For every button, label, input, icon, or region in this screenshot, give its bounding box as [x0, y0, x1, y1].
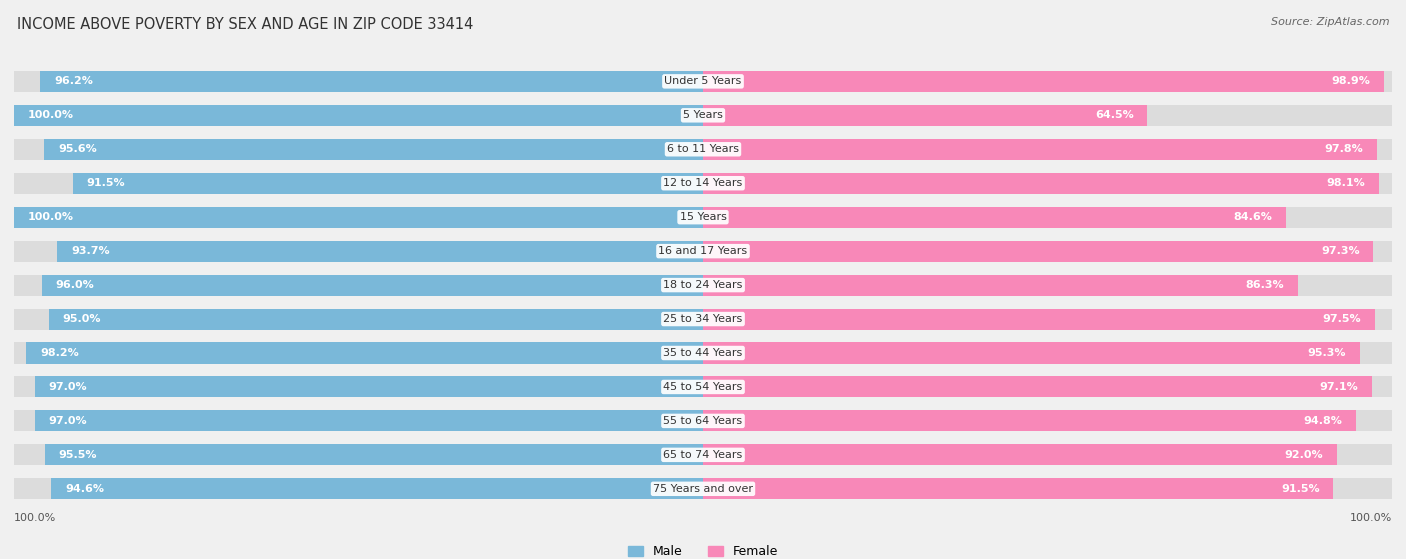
Bar: [703, 410, 1357, 432]
Bar: [14, 479, 703, 499]
Text: 5 Years: 5 Years: [683, 110, 723, 120]
Bar: [14, 105, 703, 126]
Text: 35 to 44 Years: 35 to 44 Years: [664, 348, 742, 358]
Text: 97.8%: 97.8%: [1324, 144, 1362, 154]
Text: 94.8%: 94.8%: [1303, 416, 1343, 426]
Bar: [48, 309, 703, 330]
Bar: [703, 71, 1392, 92]
Bar: [703, 105, 1392, 126]
Bar: [703, 71, 1385, 92]
Bar: [703, 343, 1392, 363]
Text: Under 5 Years: Under 5 Years: [665, 77, 741, 87]
Text: 95.6%: 95.6%: [58, 144, 97, 154]
Text: 91.5%: 91.5%: [86, 178, 125, 188]
Text: 96.2%: 96.2%: [53, 77, 93, 87]
Bar: [51, 479, 703, 499]
Bar: [14, 71, 703, 92]
Text: 96.0%: 96.0%: [55, 280, 94, 290]
Bar: [45, 444, 703, 466]
Text: 25 to 34 Years: 25 to 34 Years: [664, 314, 742, 324]
Bar: [703, 274, 1392, 296]
Bar: [14, 173, 703, 194]
Text: 97.0%: 97.0%: [48, 382, 87, 392]
Bar: [703, 376, 1372, 397]
Bar: [35, 376, 703, 397]
Bar: [703, 105, 1147, 126]
Bar: [703, 309, 1392, 330]
Bar: [703, 207, 1286, 228]
Text: 75 Years and over: 75 Years and over: [652, 484, 754, 494]
Text: 6 to 11 Years: 6 to 11 Years: [666, 144, 740, 154]
Text: 94.6%: 94.6%: [65, 484, 104, 494]
Bar: [703, 240, 1374, 262]
Text: 95.3%: 95.3%: [1308, 348, 1346, 358]
Bar: [703, 173, 1392, 194]
Bar: [703, 139, 1392, 160]
Text: 65 to 74 Years: 65 to 74 Years: [664, 450, 742, 460]
Bar: [14, 105, 703, 126]
Text: 18 to 24 Years: 18 to 24 Years: [664, 280, 742, 290]
Legend: Male, Female: Male, Female: [623, 540, 783, 559]
Bar: [42, 274, 703, 296]
Text: 95.5%: 95.5%: [59, 450, 97, 460]
Bar: [703, 139, 1376, 160]
Text: Source: ZipAtlas.com: Source: ZipAtlas.com: [1271, 17, 1389, 27]
Text: 92.0%: 92.0%: [1285, 450, 1323, 460]
Bar: [703, 343, 1360, 363]
Bar: [73, 173, 703, 194]
Bar: [45, 139, 703, 160]
Bar: [703, 479, 1392, 499]
Text: 100.0%: 100.0%: [28, 110, 75, 120]
Text: 93.7%: 93.7%: [72, 246, 110, 256]
Bar: [703, 376, 1392, 397]
Bar: [14, 444, 703, 466]
Text: 100.0%: 100.0%: [1350, 513, 1392, 523]
Bar: [703, 173, 1379, 194]
Text: 97.0%: 97.0%: [48, 416, 87, 426]
Bar: [35, 410, 703, 432]
Bar: [703, 207, 1392, 228]
Bar: [14, 376, 703, 397]
Bar: [14, 410, 703, 432]
Text: INCOME ABOVE POVERTY BY SEX AND AGE IN ZIP CODE 33414: INCOME ABOVE POVERTY BY SEX AND AGE IN Z…: [17, 17, 474, 32]
Bar: [14, 207, 703, 228]
Text: 97.5%: 97.5%: [1322, 314, 1361, 324]
Text: 45 to 54 Years: 45 to 54 Years: [664, 382, 742, 392]
Text: 15 Years: 15 Years: [679, 212, 727, 222]
Bar: [703, 410, 1392, 432]
Bar: [703, 240, 1392, 262]
Bar: [14, 274, 703, 296]
Text: 100.0%: 100.0%: [14, 513, 56, 523]
Bar: [703, 274, 1298, 296]
Text: 91.5%: 91.5%: [1281, 484, 1320, 494]
Text: 97.3%: 97.3%: [1320, 246, 1360, 256]
Text: 55 to 64 Years: 55 to 64 Years: [664, 416, 742, 426]
Bar: [703, 444, 1337, 466]
Text: 97.1%: 97.1%: [1319, 382, 1358, 392]
Text: 64.5%: 64.5%: [1095, 110, 1133, 120]
Text: 86.3%: 86.3%: [1246, 280, 1284, 290]
Bar: [58, 240, 703, 262]
Text: 95.0%: 95.0%: [62, 314, 101, 324]
Bar: [14, 240, 703, 262]
Bar: [703, 444, 1392, 466]
Text: 98.1%: 98.1%: [1326, 178, 1365, 188]
Bar: [703, 479, 1333, 499]
Bar: [14, 309, 703, 330]
Bar: [41, 71, 703, 92]
Text: 84.6%: 84.6%: [1233, 212, 1272, 222]
Bar: [703, 309, 1375, 330]
Bar: [14, 207, 703, 228]
Bar: [14, 139, 703, 160]
Text: 98.9%: 98.9%: [1331, 77, 1371, 87]
Text: 12 to 14 Years: 12 to 14 Years: [664, 178, 742, 188]
Text: 16 and 17 Years: 16 and 17 Years: [658, 246, 748, 256]
Bar: [14, 343, 703, 363]
Text: 98.2%: 98.2%: [41, 348, 79, 358]
Bar: [27, 343, 703, 363]
Text: 100.0%: 100.0%: [28, 212, 75, 222]
